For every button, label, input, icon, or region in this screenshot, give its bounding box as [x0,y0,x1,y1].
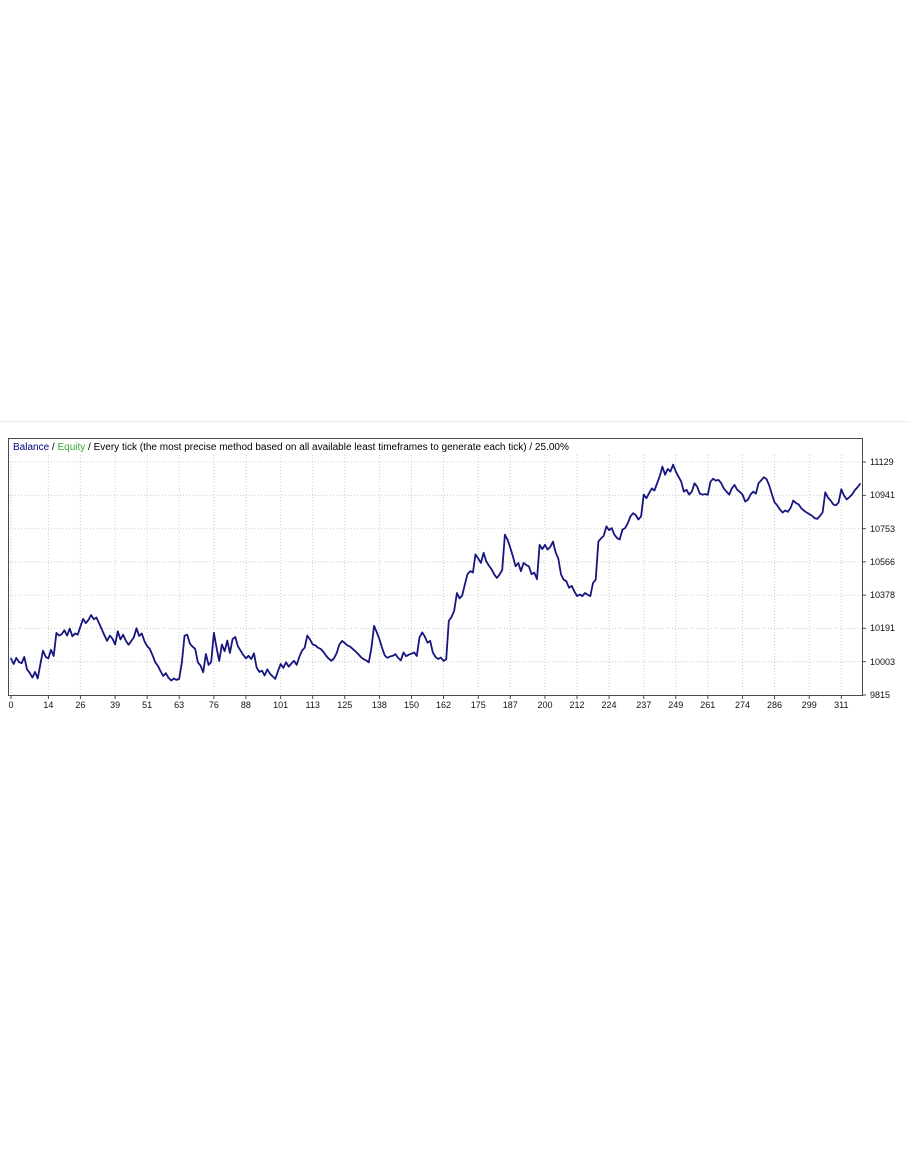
plot-area: Balance / Equity / Every tick (the most … [8,438,866,699]
x-axis-label: 63 [174,700,185,710]
balance-legend-label: Balance [13,442,50,453]
y-axis-label: 10378 [870,590,896,601]
x-axis-label: 51 [142,700,153,710]
x-axis-label: 299 [801,700,817,710]
x-axis-label: 88 [240,700,251,710]
y-axis-label: 10941 [870,490,896,501]
x-axis-label: 162 [435,700,452,710]
x-axis-label: 39 [110,700,121,710]
x-axis-label: 274 [735,700,751,710]
x-axis-label: 286 [767,700,783,710]
x-axis-label: 76 [208,700,219,710]
x-axis-label: 212 [569,700,585,710]
y-axis-label: 11129 [870,457,894,467]
x-axis-label: 237 [636,700,652,710]
y-axis-label: 10003 [870,656,896,667]
x-axis-label: 14 [43,700,54,710]
graph-header: Balance / Equity / Every tick (the most … [13,442,569,454]
legend-separator: / [49,442,58,453]
y-axis-label: 10191 [870,623,896,634]
x-axis-label: 101 [273,700,289,710]
tick-model-description: / Every tick (the most precise method ba… [85,442,569,453]
x-axis-label: 311 [834,700,849,710]
x-axis-label: 150 [403,700,419,710]
x-axis-label: 26 [75,700,86,710]
x-axis-label: 187 [502,700,518,710]
separator-line [0,421,910,422]
x-axis-label: 175 [470,700,486,710]
equity-legend-label: Equity [57,442,86,453]
x-axis-label: 261 [700,700,716,710]
y-axis-label: 9815 [870,690,891,700]
x-axis-label: 249 [668,700,684,710]
x-axis-label: 125 [337,700,353,710]
backtest-report-graph: Balance / Equity / Every tick (the most … [8,438,910,723]
y-axis-label: 10753 [870,523,896,534]
line-chart-svg [9,455,866,699]
x-axis-label: 0 [8,700,14,710]
x-axis-label: 138 [371,700,387,710]
x-axis-label: 113 [305,700,320,710]
y-axis-label: 10566 [870,556,896,567]
x-axis-label: 200 [537,700,553,710]
x-axis-label: 224 [601,700,617,710]
